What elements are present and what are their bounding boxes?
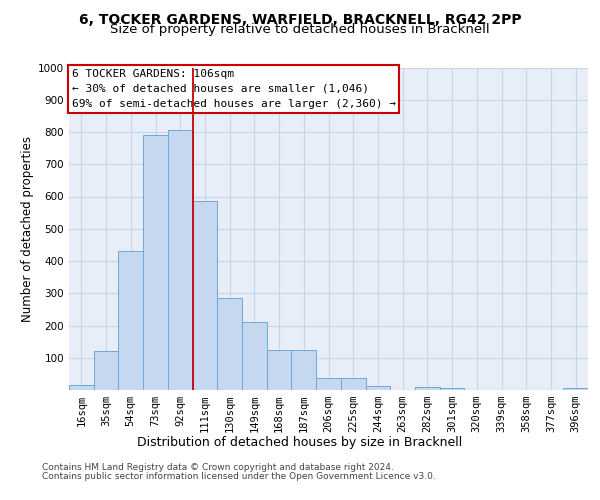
Y-axis label: Number of detached properties: Number of detached properties [21, 136, 34, 322]
Text: 6, TOCKER GARDENS, WARFIELD, BRACKNELL, RG42 2PP: 6, TOCKER GARDENS, WARFIELD, BRACKNELL, … [79, 12, 521, 26]
Bar [316, 378, 341, 390]
Bar [563, 388, 588, 390]
Bar [69, 385, 94, 390]
Bar [143, 135, 168, 390]
Text: Size of property relative to detached houses in Bracknell: Size of property relative to detached ho… [110, 22, 490, 36]
Bar [415, 387, 440, 390]
Bar [365, 386, 390, 390]
Text: Contains HM Land Registry data © Crown copyright and database right 2024.: Contains HM Land Registry data © Crown c… [42, 464, 394, 472]
Text: 6 TOCKER GARDENS: 106sqm
← 30% of detached houses are smaller (1,046)
69% of sem: 6 TOCKER GARDENS: 106sqm ← 30% of detach… [71, 69, 395, 108]
Bar [118, 252, 143, 390]
Bar [217, 298, 242, 390]
Text: Distribution of detached houses by size in Bracknell: Distribution of detached houses by size … [137, 436, 463, 449]
Bar [440, 388, 464, 390]
Text: Contains public sector information licensed under the Open Government Licence v3: Contains public sector information licen… [42, 472, 436, 481]
Bar [242, 322, 267, 390]
Bar [341, 378, 365, 390]
Bar [168, 130, 193, 390]
Bar [193, 202, 217, 390]
Bar [292, 350, 316, 390]
Bar [94, 352, 118, 390]
Bar [267, 350, 292, 390]
